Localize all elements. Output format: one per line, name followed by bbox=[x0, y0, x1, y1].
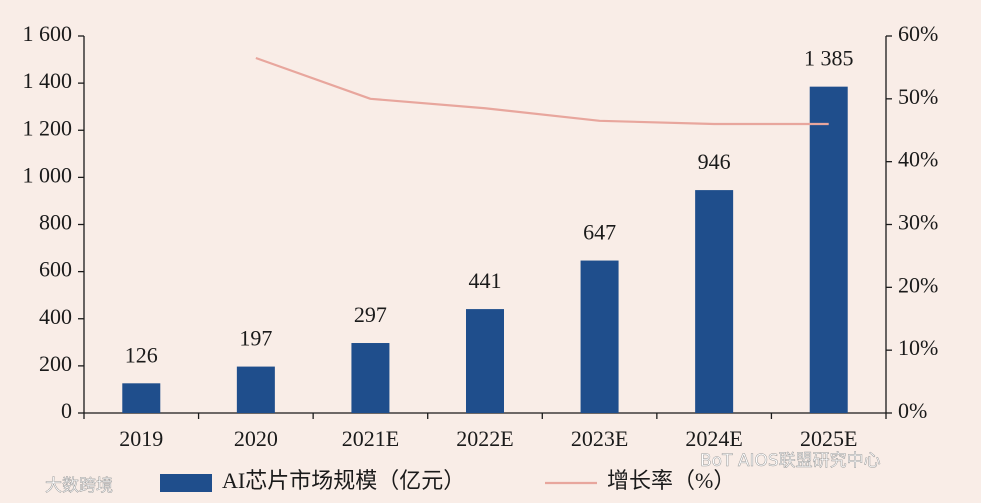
x-tick-label: 2023E bbox=[571, 426, 628, 451]
value-label: 946 bbox=[698, 149, 731, 174]
value-label: 1 385 bbox=[804, 46, 854, 71]
y2-tick-label: 60% bbox=[898, 21, 938, 46]
value-label: 647 bbox=[583, 220, 616, 245]
bar bbox=[466, 309, 504, 413]
x-tick-label: 2025E bbox=[800, 426, 857, 451]
watermark: BoT AIOS联盟研究中心 bbox=[700, 451, 881, 471]
legend-swatch bbox=[160, 474, 212, 492]
value-label: 297 bbox=[354, 302, 387, 327]
x-tick-label: 2021E bbox=[342, 426, 399, 451]
y-tick-label: 1 200 bbox=[23, 115, 73, 140]
legend-label: 增长率（%） bbox=[607, 468, 735, 493]
y-tick-label: 400 bbox=[39, 304, 72, 329]
value-label: 126 bbox=[125, 342, 158, 367]
bar bbox=[809, 86, 848, 414]
y2-tick-label: 10% bbox=[898, 335, 938, 360]
value-label: 441 bbox=[469, 268, 502, 293]
y-tick-label: 1 600 bbox=[23, 21, 73, 46]
y2-tick-label: 50% bbox=[898, 84, 938, 109]
y-tick-label: 1 000 bbox=[23, 162, 73, 187]
y2-tick-label: 20% bbox=[898, 272, 938, 297]
y2-tick-label: 0% bbox=[898, 398, 927, 423]
y-tick-label: 200 bbox=[39, 351, 72, 376]
y-tick-label: 800 bbox=[39, 210, 72, 235]
y-tick-label: 1 400 bbox=[23, 68, 73, 93]
x-tick-label: 2022E bbox=[456, 426, 513, 451]
bar bbox=[122, 383, 161, 413]
y-tick-label: 0 bbox=[61, 398, 72, 423]
bar bbox=[236, 366, 275, 413]
value-label: 197 bbox=[239, 326, 272, 351]
x-tick-label: 2020 bbox=[234, 426, 278, 451]
bar bbox=[351, 343, 390, 413]
y2-tick-label: 40% bbox=[898, 147, 938, 172]
y2-tick-label: 30% bbox=[898, 210, 938, 235]
bar bbox=[695, 190, 734, 413]
y-tick-label: 600 bbox=[39, 257, 72, 282]
x-tick-label: 2019 bbox=[119, 426, 163, 451]
growth-line bbox=[255, 56, 829, 126]
watermark: 大数跨境 bbox=[45, 476, 113, 496]
x-tick-label: 2024E bbox=[685, 426, 742, 451]
bar bbox=[580, 260, 619, 413]
legend-label: AI芯片市场规模（亿元） bbox=[222, 468, 465, 493]
